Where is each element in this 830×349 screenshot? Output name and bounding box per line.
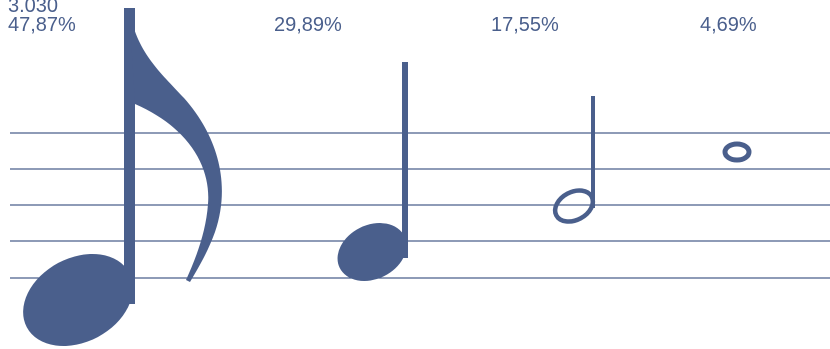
value-label: 29,89% (274, 14, 342, 36)
value-label: 17,55% (491, 14, 559, 36)
value-label: 4,69% (700, 14, 757, 36)
half-note-icon (552, 96, 596, 224)
whole-note-icon (722, 141, 752, 163)
quarter-note-icon (337, 62, 408, 281)
staff (10, 132, 830, 279)
clipped-top-label: 3.030 (8, 0, 58, 17)
value-label: 47,87% (8, 14, 76, 36)
eighth-note-icon (23, 8, 222, 347)
